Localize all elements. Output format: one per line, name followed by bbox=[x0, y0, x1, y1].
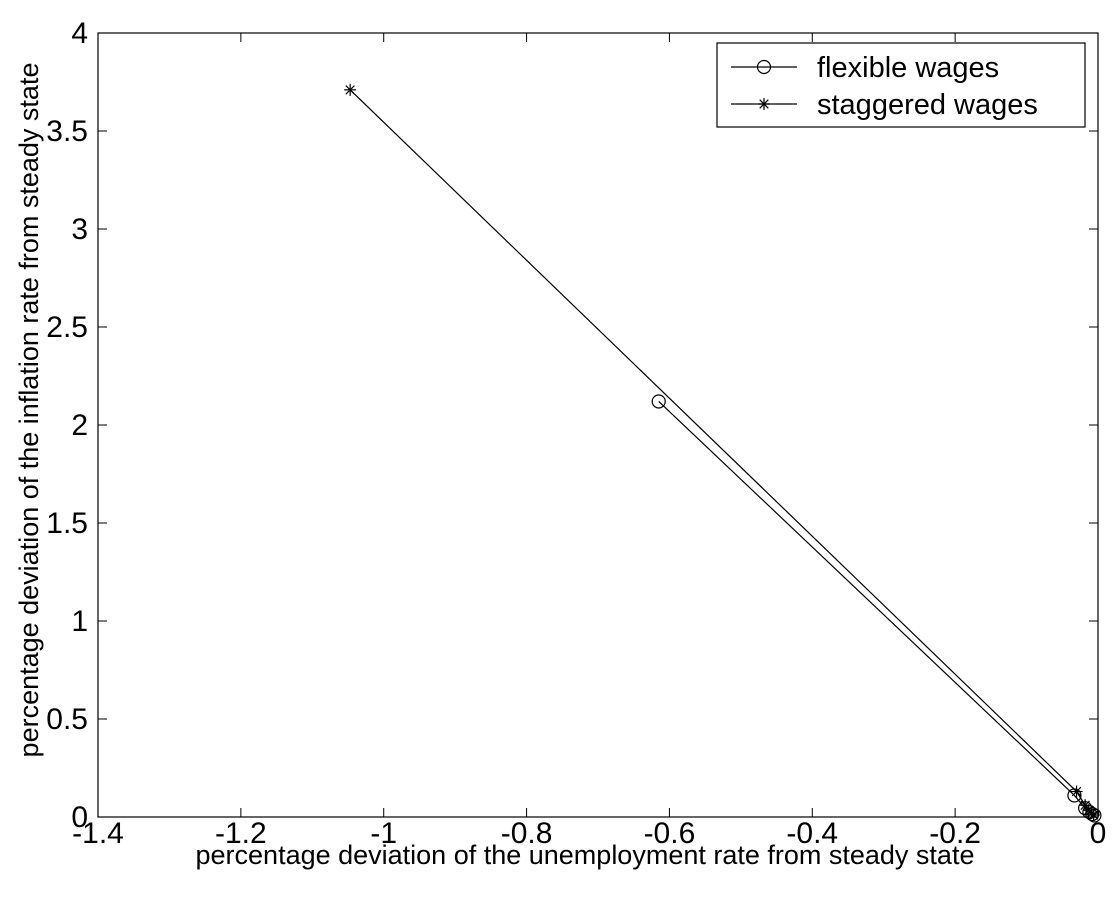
plot-area bbox=[97, 32, 1099, 818]
data-point-staggered-wages bbox=[344, 83, 357, 96]
x-tick-label: -0.4 bbox=[786, 817, 838, 850]
legend-box bbox=[716, 42, 1086, 128]
y-tick-label: 0 bbox=[71, 801, 88, 834]
y-axis-label: percentage deviation of the inflation ra… bbox=[14, 63, 44, 758]
data-point-staggered-wages bbox=[1087, 809, 1100, 822]
x-tick-label: -1.4 bbox=[72, 817, 124, 850]
data-point-staggered-wages bbox=[1070, 785, 1083, 798]
y-tick-label: 3.5 bbox=[46, 115, 88, 148]
x-tick-label: -0.8 bbox=[501, 817, 553, 850]
legend-marker bbox=[758, 98, 770, 110]
y-tick-label: 2.5 bbox=[46, 311, 88, 344]
legend-label: flexible wages bbox=[817, 52, 999, 84]
series-layer bbox=[344, 83, 1102, 823]
x-tick-label: -1 bbox=[370, 817, 397, 850]
y-tick-label: 3 bbox=[71, 213, 88, 246]
series-line-flexible-wages bbox=[658, 401, 1095, 816]
data-point-staggered-wages bbox=[1079, 799, 1092, 812]
legend-item-staggered-wages: staggered wages bbox=[731, 89, 1038, 121]
x-axis-label: percentage deviation of the unemployment… bbox=[196, 840, 975, 870]
plot-frame bbox=[97, 32, 1099, 818]
y-tick-label: 2 bbox=[71, 409, 88, 442]
x-tick-label: -0.6 bbox=[644, 817, 696, 850]
series-flexible-wages bbox=[651, 394, 1102, 823]
legend: flexible wages staggered wages bbox=[716, 42, 1086, 128]
legend-label: staggered wages bbox=[817, 89, 1038, 121]
x-tick-label: -1.2 bbox=[215, 817, 267, 850]
y-axis-ticks: 0 0.5 1 1.5 2 2.5 3 3.5 4 bbox=[46, 17, 1098, 834]
star-stroke bbox=[1071, 786, 1082, 797]
star-stroke bbox=[759, 99, 769, 109]
y-tick-label: 1.5 bbox=[46, 507, 88, 540]
x-axis-ticks: -1.4 -1.2 -1 -0.8 -0.6 -0.4 -0.2 0 bbox=[72, 33, 1106, 850]
y-tick-label: 4 bbox=[71, 17, 88, 50]
y-tick-label: 0.5 bbox=[46, 703, 88, 736]
series-line-staggered-wages bbox=[349, 89, 1095, 816]
legend-item-flexible-wages: flexible wages bbox=[731, 52, 999, 84]
star-stroke bbox=[1080, 800, 1090, 810]
star-stroke bbox=[1088, 810, 1099, 820]
data-point-flexible-wages bbox=[651, 394, 666, 409]
x-tick-label: -0.2 bbox=[929, 817, 981, 850]
data-point-flexible-wages bbox=[1085, 806, 1100, 822]
x-tick-label: 0 bbox=[1090, 817, 1107, 850]
series-staggered-wages bbox=[344, 83, 1100, 822]
legend-marker bbox=[756, 59, 772, 75]
star-stroke bbox=[345, 85, 355, 95]
y-tick-label: 1 bbox=[71, 605, 88, 638]
